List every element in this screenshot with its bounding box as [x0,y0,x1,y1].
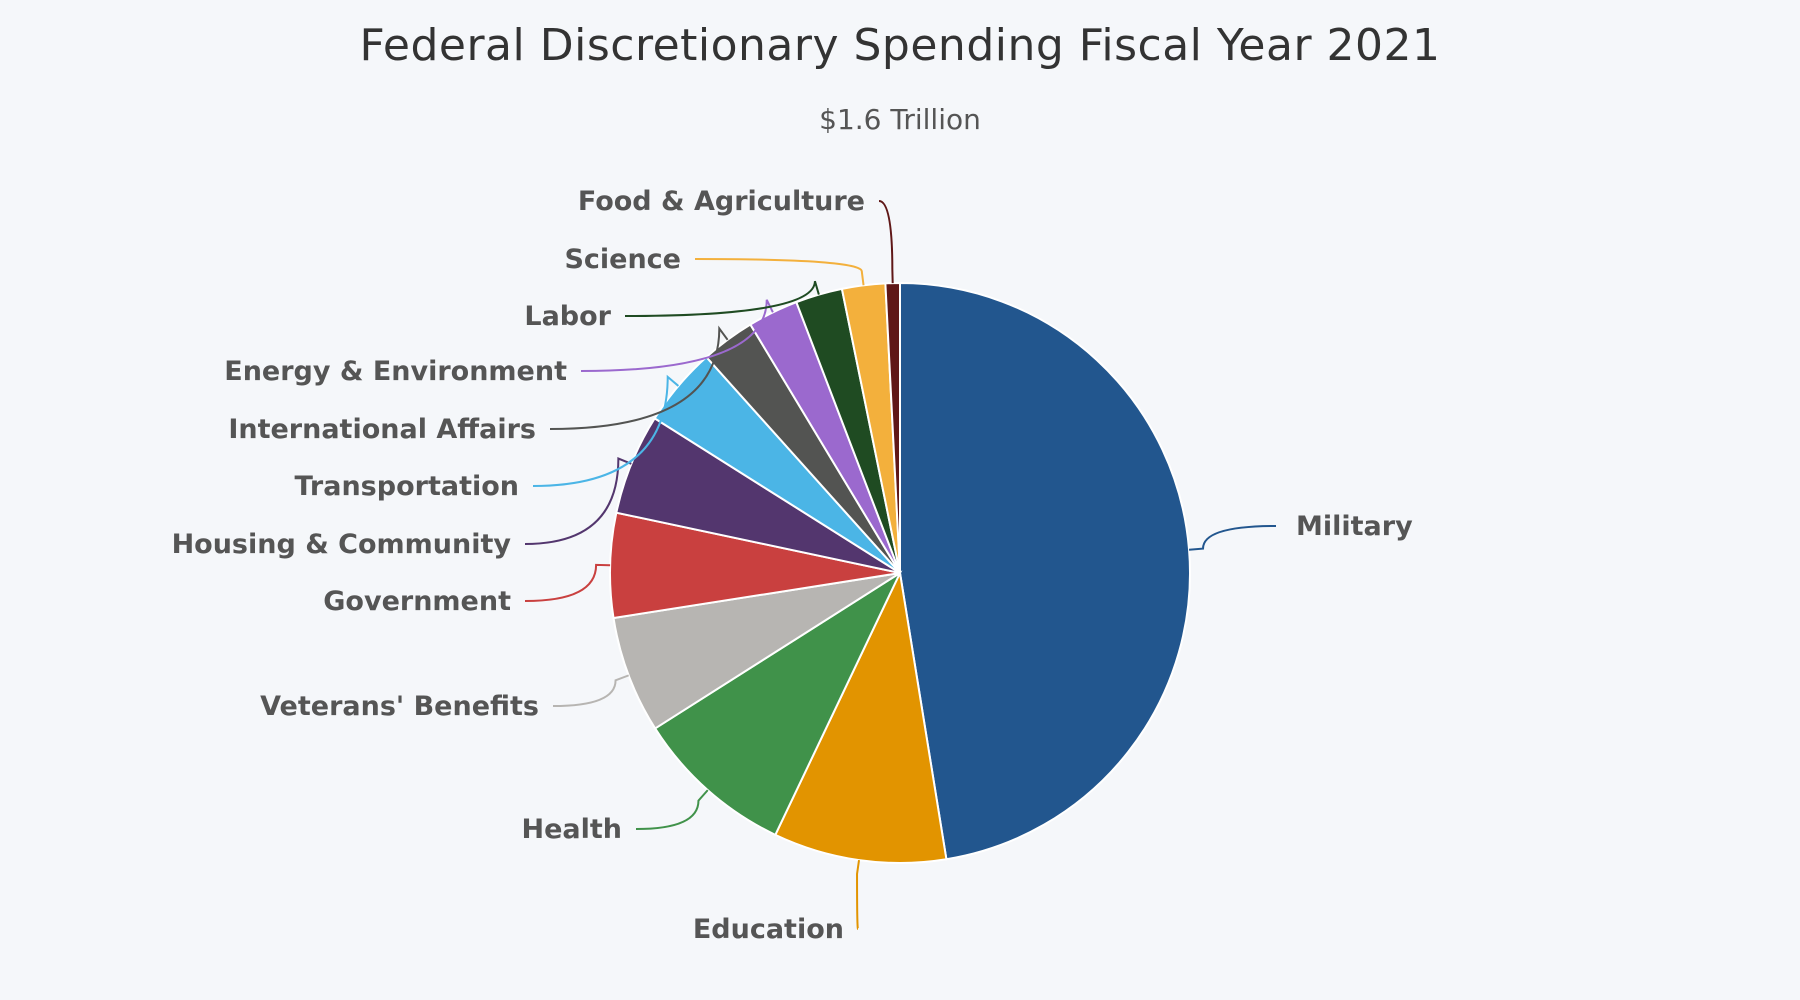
slice-label: Labor [524,301,611,332]
pie-slice-veterans-benefits[interactable] [612,572,901,730]
connector-line [524,563,611,602]
connector-line [580,299,774,372]
slice-label: International Affairs [228,414,536,445]
connector-line [552,674,630,707]
slice-label: Energy & Environment [224,356,567,387]
pie-slice-military[interactable] [899,281,1191,861]
slice-label: Transportation [294,471,519,502]
label-connectors [524,200,1277,930]
connector-line [694,258,865,286]
slice-labels: Military Education Health Veterans' Benefit… [172,186,1414,945]
connector-line [524,457,632,545]
slice-label: Housing & Community [172,529,512,560]
chart-title: Federal Discretionary Spending Fiscal Ye… [359,20,1441,71]
slice-label: Science [564,244,681,275]
connector-line [878,200,894,284]
slice-label: Veterans' Benefits [260,691,539,722]
pie-slices [609,281,1191,864]
chart-subtitle: $1.6 Trillion [819,103,981,136]
connector-line [532,374,680,487]
connector-line [1188,525,1277,551]
connector-line [624,280,820,317]
slice-label: Food & Agriculture [578,186,865,217]
slice-label: Health [521,814,622,845]
connector-line [856,859,861,930]
connector-line [635,789,709,830]
pie-slice-education[interactable] [774,569,948,864]
slice-label: Government [323,586,511,617]
connector-line [549,325,729,430]
slice-label: Military [1296,511,1413,542]
slice-label: Education [693,914,844,945]
